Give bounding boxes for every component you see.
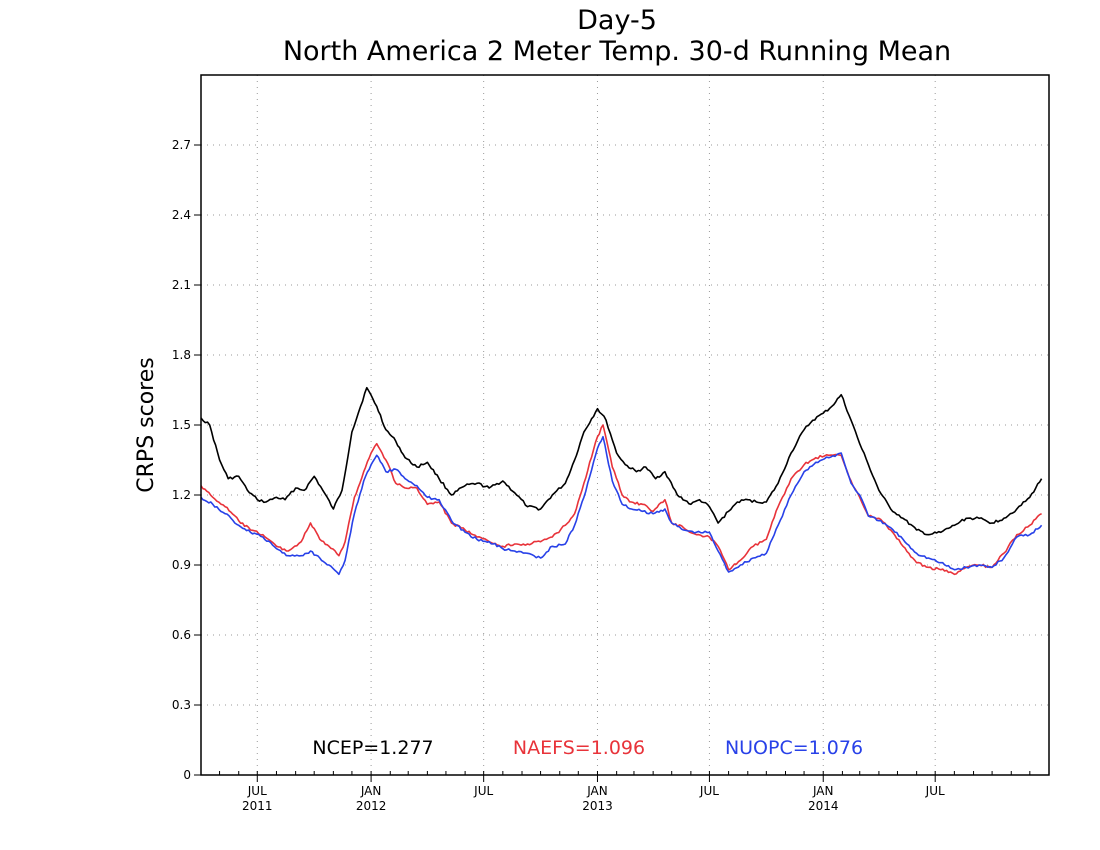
legend-entry-ncep: NCEP=1.277 (312, 737, 433, 759)
series-lines (200, 386, 1043, 576)
chart-subtitle: North America 2 Meter Temp. 30-d Running… (283, 36, 951, 67)
legend: NCEP=1.277 NAEFS=1.096 NUOPC=1.076 (312, 737, 863, 759)
x-tick-label: JUL (473, 784, 493, 798)
series-line-nuopc (200, 435, 1043, 576)
y-tick-label: 2.4 (172, 208, 191, 222)
x-tick-year-label: 2011 (242, 799, 273, 813)
x-tick-label: JUL (699, 784, 719, 798)
y-tick-label: 1.8 (172, 348, 191, 362)
x-tick-year-label: 2013 (582, 799, 613, 813)
y-tick-label: 0 (183, 768, 191, 782)
series-line-naefs (200, 424, 1042, 576)
y-tick-label: 0.6 (172, 628, 191, 642)
x-tick-label: JUL (925, 784, 945, 798)
x-tick-label: JAN (812, 784, 834, 798)
x-tick-label: JUL (247, 784, 267, 798)
chart-title: Day-5 (577, 5, 657, 36)
y-axis-ticks: 0 0.3 0.6 0.9 1.2 1.5 1.8 2.1 2.4 2.7 (172, 138, 201, 782)
x-tick-year-label: 2012 (356, 799, 387, 813)
y-tick-label: 0.3 (172, 698, 191, 712)
y-axis-label: CRPS scores (134, 357, 159, 492)
legend-entry-naefs: NAEFS=1.096 (513, 737, 645, 759)
x-tick-label: JAN (360, 784, 382, 798)
y-tick-label: 2.7 (172, 138, 191, 152)
y-tick-label: 0.9 (172, 558, 191, 572)
y-tick-label: 1.5 (172, 418, 191, 432)
legend-entry-nuopc: NUOPC=1.076 (725, 737, 863, 759)
x-tick-label: JAN (586, 784, 608, 798)
series-line-ncep (200, 386, 1043, 536)
y-tick-label: 2.1 (172, 278, 191, 292)
y-tick-label: 1.2 (172, 488, 191, 502)
x-tick-year-label: 2014 (808, 799, 839, 813)
